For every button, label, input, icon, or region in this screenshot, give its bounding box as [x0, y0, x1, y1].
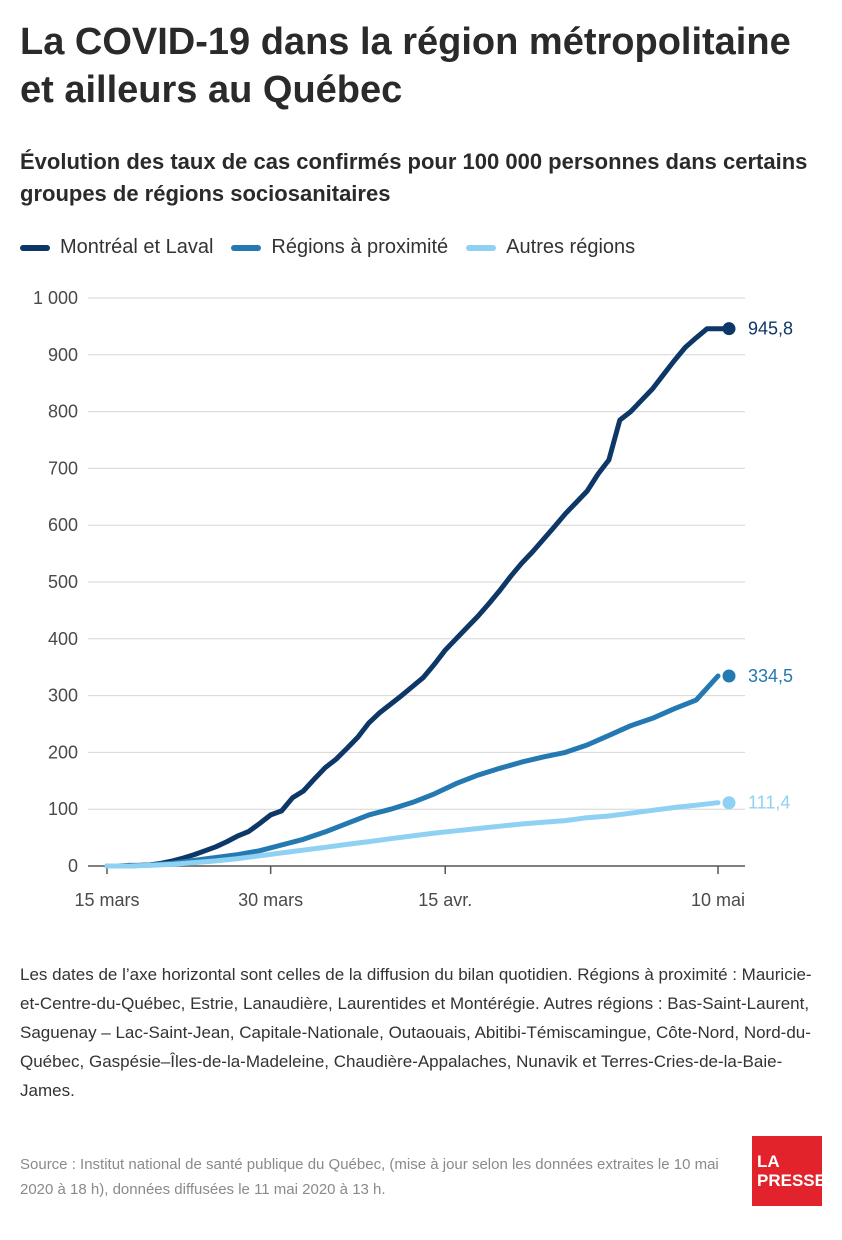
end-label-regions-proximite: 334,5: [748, 666, 793, 686]
legend-swatch-regions-proximite: [231, 244, 262, 251]
logo-line-1: LA: [757, 1152, 780, 1171]
x-tick-label: 15 avr.: [418, 890, 472, 910]
y-tick-label: 900: [48, 345, 78, 365]
y-tick-label: 700: [48, 458, 78, 478]
logo-line-2: PRESSE: [757, 1171, 826, 1190]
series-end-point-montreal-laval: [722, 322, 736, 336]
y-axis-labels: 0 100 200 300 400 500 600 700 800 900 1 000: [33, 288, 78, 876]
y-tick-label: 0: [68, 856, 78, 876]
line-chart: 0 100 200 300 400 500 600 700 800 900 1 000 15 mar…: [33, 288, 793, 910]
chart-title: La COVID-19 dans la région métropolitain…: [20, 21, 791, 111]
chart-series: [104, 322, 736, 869]
x-tick-label: 15 mars: [74, 890, 139, 910]
end-label-montreal-laval: 945,8: [748, 319, 793, 339]
x-tick-label: 10 mai: [691, 890, 745, 910]
legend-label-regions-proximite: Régions à proximité: [271, 236, 449, 258]
chart-source: Source : Institut national de santé publ…: [20, 1156, 719, 1198]
legend-swatch-montreal-laval: [20, 244, 50, 251]
legend-item-regions-proximite: Régions à proximité: [231, 236, 448, 259]
legend-item-autres-regions: Autres régions: [466, 236, 635, 259]
chart-legend: Montréal et Laval Régions à proximité Au…: [20, 236, 653, 259]
series-line-regions-proximite: [104, 673, 721, 869]
x-tick-label: 30 mars: [238, 890, 303, 910]
y-tick-label: 300: [48, 686, 78, 706]
series-end-point-regions-proximite: [722, 669, 736, 683]
series-line-autres-regions: [104, 800, 721, 869]
series-end-point-autres-regions: [722, 796, 736, 810]
y-tick-label: 500: [48, 572, 78, 592]
chart-note: Les dates de l’axe horizontal sont celle…: [20, 965, 812, 1100]
y-tick-label: 200: [48, 742, 78, 762]
y-tick-label: 600: [48, 515, 78, 535]
series-end-labels: 945,8 334,5 111,4: [748, 319, 793, 813]
legend-label-montreal-laval: Montréal et Laval: [60, 236, 214, 258]
la-presse-logo: LA PRESSE: [752, 1136, 826, 1206]
series-line-montreal-laval: [104, 326, 732, 869]
chart-subtitle: Évolution des taux de cas confirmés pour…: [20, 149, 808, 206]
y-tick-label: 400: [48, 629, 78, 649]
end-label-autres-regions: 111,4: [748, 793, 790, 813]
legend-item-montreal-laval: Montréal et Laval: [20, 236, 213, 259]
chart-grid: [88, 297, 745, 867]
y-tick-label: 100: [48, 799, 78, 819]
legend-label-autres-regions: Autres régions: [506, 236, 636, 258]
legend-swatch-autres-regions: [466, 244, 497, 251]
x-axis: 15 mars 30 mars 15 avr. 10 mai: [74, 866, 745, 910]
y-tick-label: 1 000: [33, 288, 78, 308]
y-tick-label: 800: [48, 402, 78, 422]
